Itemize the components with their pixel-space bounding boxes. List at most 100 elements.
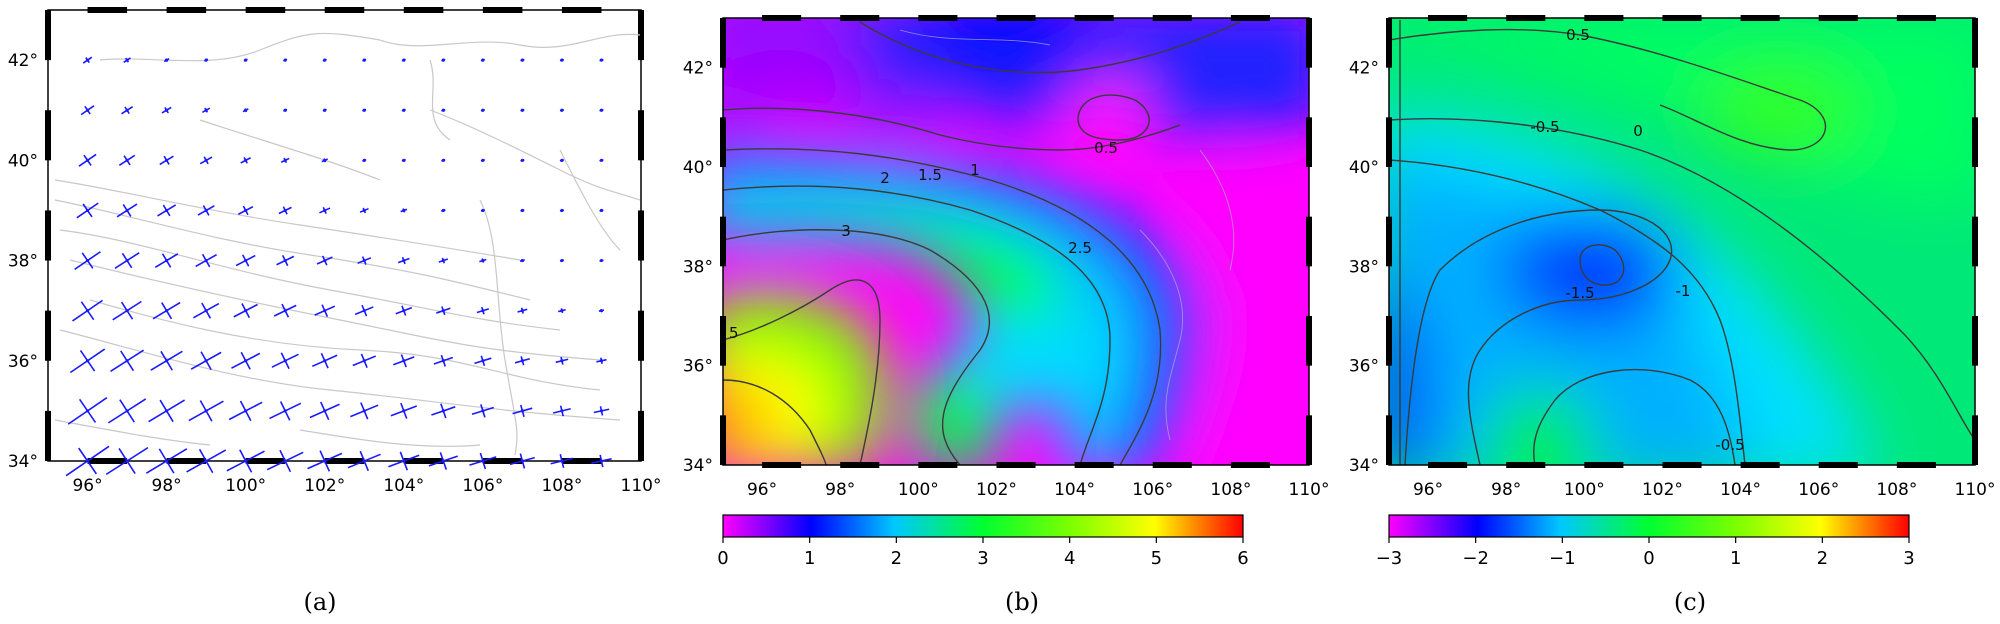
frame-bar: [1818, 15, 1858, 21]
strain-center: [599, 459, 604, 463]
frame-bar: [166, 7, 207, 13]
colorbar-tick-label: 2: [891, 548, 902, 569]
strain-center: [125, 359, 129, 363]
strain-center: [204, 158, 208, 162]
strain-center: [165, 309, 169, 313]
frame-bar: [638, 110, 644, 161]
x-axis-labels-c: 96° 98° 100° 102° 104° 106° 108° 110°: [1413, 480, 1995, 500]
x-tick-label: 96°: [1413, 480, 1443, 500]
strain-center: [441, 158, 445, 162]
x-tick-label: 108°: [1876, 480, 1917, 500]
frame-bar: [403, 458, 444, 464]
frame-bar: [1306, 216, 1312, 267]
svg-text:1.5: 1.5: [918, 166, 942, 184]
strain-center: [283, 208, 287, 213]
y-axis-labels-b: 34° 36° 38° 40° 42°: [683, 59, 713, 476]
colorbar-tick-label: 1: [1730, 548, 1741, 569]
strain-center: [481, 309, 485, 313]
frame-bar: [1972, 117, 1978, 167]
strain-center: [402, 208, 406, 213]
frame-bar: [45, 10, 51, 61]
strain-center: [441, 108, 445, 112]
strain-center: [85, 208, 90, 213]
frame-bar: [1152, 15, 1192, 21]
y-tick-label: 42°: [8, 51, 38, 71]
y-tick-label: 40°: [8, 151, 38, 171]
strain-center: [481, 58, 485, 62]
y-tick-label: 40°: [683, 158, 713, 178]
strain-center: [362, 459, 366, 463]
strain-center: [204, 108, 208, 112]
strain-center: [402, 459, 406, 463]
frame-bar: [840, 15, 880, 21]
strain-center: [85, 258, 90, 263]
strain-center: [362, 359, 366, 363]
frame-bar: [1230, 462, 1270, 468]
strain-center: [560, 108, 564, 112]
strain-center: [402, 359, 406, 363]
frame-bar: [1386, 415, 1392, 465]
frame-bar: [1152, 462, 1192, 468]
strain-center: [323, 309, 327, 313]
strain-center: [244, 158, 248, 162]
strain-center: [560, 258, 564, 263]
colorbar-tick-label: −1: [1549, 548, 1576, 569]
y-tick-label: 36°: [8, 352, 38, 372]
svg-text:3: 3: [841, 222, 851, 240]
frame-bar: [45, 110, 51, 161]
frame-bar: [996, 462, 1036, 468]
svg-text:2.5: 2.5: [1068, 239, 1092, 257]
strain-center: [204, 258, 208, 263]
strain-center: [402, 108, 406, 112]
frame-bar: [840, 462, 880, 468]
strain-center: [599, 58, 604, 62]
strain-center: [323, 359, 327, 363]
strain-center: [560, 58, 564, 62]
y-tick-label: 38°: [1349, 257, 1379, 277]
strain-center: [481, 409, 485, 413]
colorbar-b: [722, 514, 1244, 538]
strain-center: [85, 459, 90, 463]
svg-text:5: 5: [729, 324, 739, 342]
frame-bar: [324, 458, 365, 464]
frame-bar: [1740, 15, 1780, 21]
strain-center: [520, 108, 525, 112]
strain-center: [520, 409, 525, 413]
frame-bar: [996, 15, 1036, 21]
strain-center: [520, 258, 525, 263]
frame-bar: [720, 316, 726, 366]
colorbar-tick-label: 3: [977, 548, 988, 569]
strain-center: [323, 58, 327, 62]
y-tick-label: 42°: [1349, 59, 1379, 79]
x-tick-label: 96°: [72, 476, 102, 496]
strain-center: [165, 58, 169, 62]
frame-bar: [918, 462, 958, 468]
colorbar-ticks-b: 0 1 2 3 4 5 6: [717, 537, 1249, 569]
frame-bar: [638, 10, 644, 61]
y-tick-label: 34°: [683, 456, 713, 476]
colorbar-tick-label: 6: [1237, 548, 1248, 569]
frame-bar: [638, 210, 644, 261]
frame-bar: [1386, 216, 1392, 267]
strain-center: [599, 409, 604, 413]
frame-bar: [1740, 462, 1780, 468]
contour-labels-b: 0.5 1 1.5 2 2.5 3 5: [729, 139, 1118, 342]
frame-ticks-a: [45, 7, 644, 464]
strain-center: [362, 108, 366, 112]
x-tick-label: 104°: [1720, 480, 1761, 500]
frame-bar: [87, 7, 128, 13]
svg-text:1: 1: [970, 161, 980, 179]
strain-center: [441, 208, 445, 213]
frame-bar: [720, 216, 726, 267]
x-tick-label: 108°: [541, 476, 582, 496]
frame-bar: [245, 458, 286, 464]
strain-center: [125, 208, 129, 213]
strain-center: [85, 108, 90, 112]
strain-center: [204, 359, 208, 363]
y-tick-label: 40°: [1349, 158, 1379, 178]
strain-center: [204, 459, 208, 463]
frame-ticks-c: [1386, 15, 1978, 468]
frame-bar: [561, 458, 602, 464]
y-axis-labels-c: 34° 36° 38° 40° 42°: [1349, 59, 1379, 476]
